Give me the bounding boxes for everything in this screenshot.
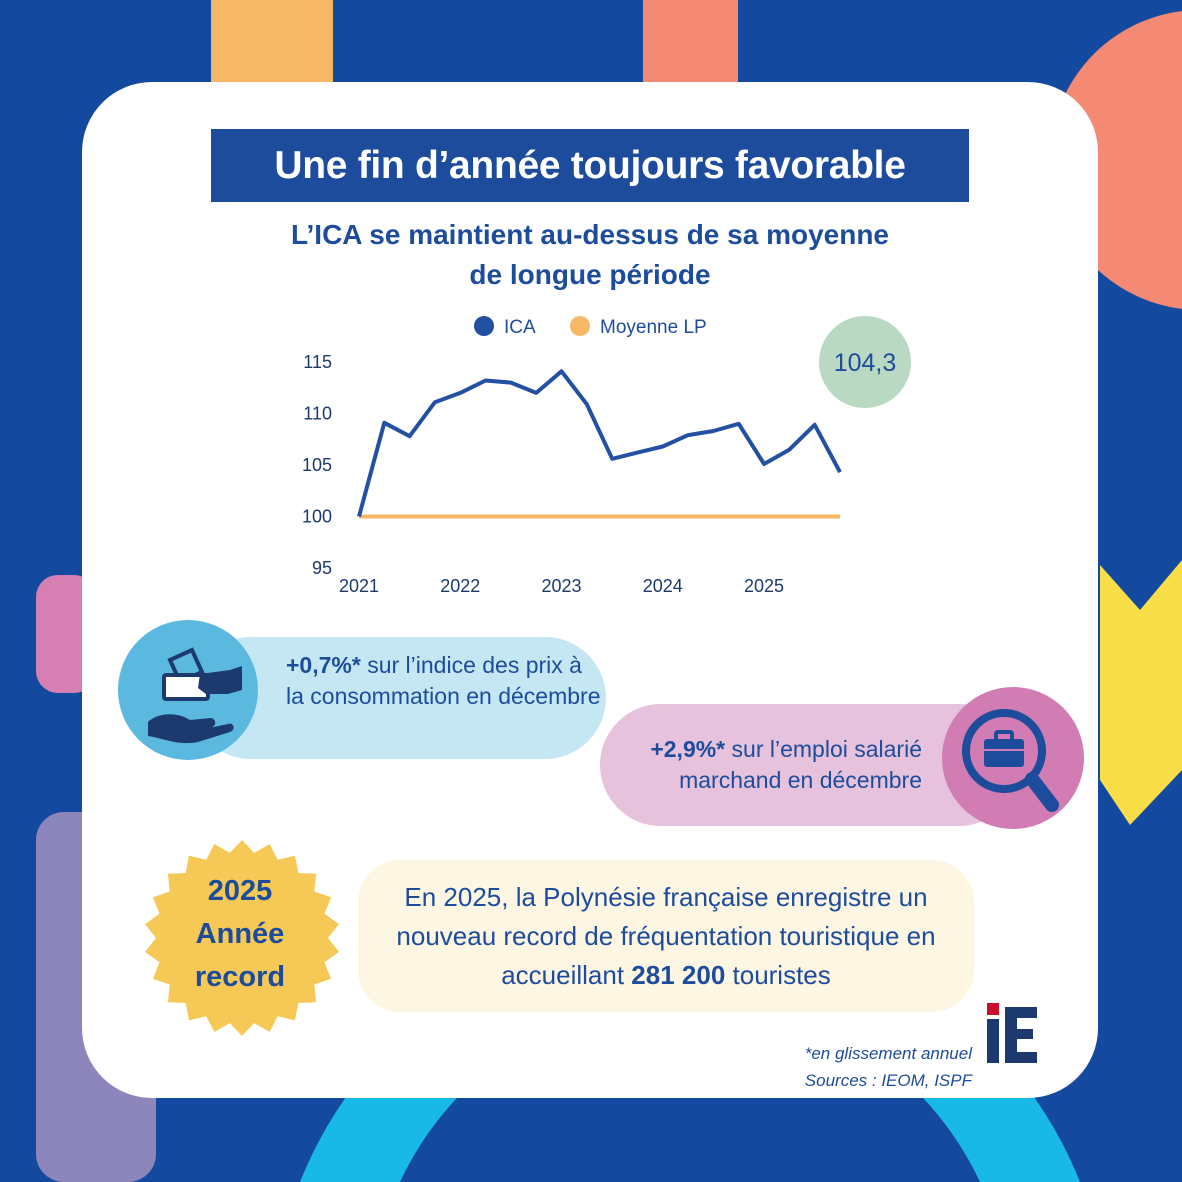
tourism-text-end: touristes — [725, 960, 831, 990]
money-hand-icon — [118, 620, 258, 760]
jobs-value: +2,9%* — [650, 736, 726, 762]
footnote-sources: Sources : IEOM, ISPF — [804, 1071, 972, 1090]
x-tick-label: 2025 — [744, 576, 784, 596]
jobs-text: +2,9%* sur l’emploi salarié marchand en … — [610, 734, 922, 796]
series-line-ica — [357, 369, 842, 518]
briefcase-search-icon — [942, 687, 1084, 829]
y-tick-label: 105 — [302, 455, 332, 475]
tourism-box — [358, 860, 974, 1012]
tourism-count: 281 200 — [631, 960, 726, 990]
cpi-description: sur l’indice des prix à la consommation … — [286, 652, 601, 709]
badge-year: 2025 — [207, 875, 273, 907]
badge-line-2: Année — [195, 918, 285, 950]
subtitle-line-1: L’ICA se maintient au-dessus de sa moyen… — [290, 219, 890, 250]
x-tick-label: 2021 — [339, 576, 379, 596]
legend-ica-label: ICA — [504, 317, 536, 338]
legend-mean-dot — [570, 316, 590, 336]
y-tick-label: 115 — [303, 352, 332, 372]
footnote: *en glissement annuel Sources : IEOM, IS… — [805, 1040, 972, 1094]
latest-value-label: 104,3 — [834, 349, 897, 377]
latest-value-bubble — [819, 316, 911, 408]
cpi-pill — [190, 637, 606, 759]
x-tick-label: 2022 — [440, 576, 480, 596]
x-tick-label: 2023 — [542, 576, 582, 596]
chart-subtitle: L’ICA se maintient au-dessus de sa moyen… — [180, 215, 1000, 295]
page-title: Une fin d’année toujours favorable — [211, 129, 969, 202]
y-tick-label: 100 — [302, 507, 332, 527]
jobs-description: sur l’emploi salarié marchand en décembr… — [679, 736, 922, 793]
x-tick-label: 2024 — [643, 576, 683, 596]
tourism-text-main: En 2025, la Polynésie française enregist… — [396, 882, 936, 990]
record-badge: 2025 Année record — [150, 870, 330, 999]
footnote-note: *en glissement annuel — [804, 1044, 972, 1063]
badge-line-3: record — [194, 961, 286, 993]
cpi-text: +0,7%* sur l’indice des prix à la consom… — [286, 650, 604, 712]
legend-mean-label: Moyenne LP — [600, 317, 707, 338]
cpi-value: +0,7%* — [286, 652, 361, 678]
subtitle-line-2: de longue période — [469, 259, 711, 290]
y-tick-label: 95 — [312, 558, 332, 578]
legend-ica-dot — [474, 316, 494, 336]
record-badge-shape — [145, 840, 339, 1036]
ieom-logo — [987, 1003, 1037, 1063]
y-tick-label: 110 — [303, 404, 332, 424]
tourism-text: En 2025, la Polynésie française enregist… — [358, 878, 974, 995]
